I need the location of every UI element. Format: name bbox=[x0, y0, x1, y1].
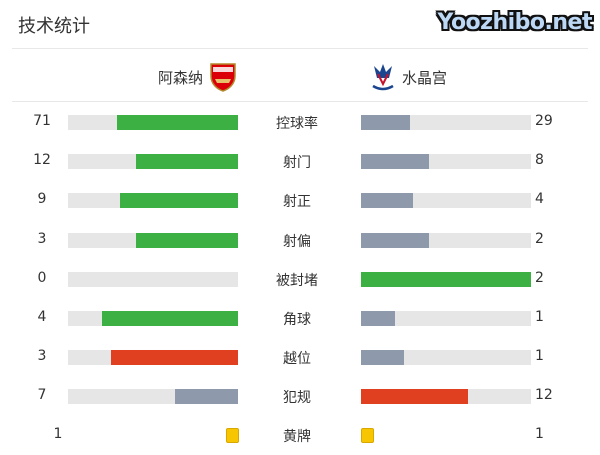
home-bar-track bbox=[68, 115, 238, 130]
away-value: 1 bbox=[535, 426, 544, 442]
home-bar-track bbox=[68, 232, 238, 248]
away-value: 12 bbox=[535, 387, 553, 404]
stat-label: 被封堵 bbox=[276, 272, 318, 289]
stat-row: 0 被封堵 2 bbox=[0, 269, 600, 289]
stat-row: 3 射偏 2 bbox=[0, 230, 600, 250]
stat-label: 角球 bbox=[283, 312, 311, 328]
away-bar-track bbox=[361, 232, 531, 248]
away-bar-fill bbox=[361, 350, 404, 366]
home-bar-track bbox=[68, 350, 238, 366]
stat-label: 黄牌 bbox=[283, 429, 311, 445]
home-value: 4 bbox=[37, 309, 47, 325]
stat-row-yellow-cards: 1 黄牌 1 bbox=[0, 425, 600, 445]
away-value: 1 bbox=[535, 309, 544, 325]
stat-row: 7 犯规 12 bbox=[0, 386, 600, 406]
away-bar-fill bbox=[361, 154, 429, 170]
away-bar-track bbox=[361, 350, 531, 366]
home-bar-track bbox=[68, 154, 238, 170]
away-value: 2 bbox=[535, 269, 544, 286]
away-bar-track bbox=[361, 115, 531, 130]
home-value: 12 bbox=[33, 152, 51, 169]
away-value: 8 bbox=[535, 152, 544, 169]
home-bar-fill bbox=[120, 193, 238, 209]
yellow-card-icon bbox=[361, 428, 374, 443]
away-value: 1 bbox=[535, 348, 544, 365]
stat-label: 越位 bbox=[283, 351, 311, 368]
home-bar-fill bbox=[110, 350, 238, 366]
home-bar-track bbox=[68, 271, 238, 287]
away-bar-fill bbox=[361, 232, 429, 248]
home-bar-fill bbox=[175, 389, 238, 405]
home-bar-fill bbox=[136, 154, 238, 170]
away-bar-fill bbox=[361, 311, 395, 326]
stat-row: 3 越位 1 bbox=[0, 347, 600, 367]
home-bar-track bbox=[68, 193, 238, 209]
home-value: 71 bbox=[33, 113, 51, 129]
home-value: 9 bbox=[37, 191, 47, 208]
away-bar-fill bbox=[361, 389, 469, 405]
yellow-card-icon bbox=[226, 428, 239, 443]
away-bar-track bbox=[361, 154, 531, 170]
home-bar-track bbox=[68, 389, 238, 405]
away-bar-track bbox=[361, 271, 531, 287]
home-bar-fill bbox=[117, 115, 238, 130]
home-value: 7 bbox=[37, 387, 47, 404]
stat-label: 射门 bbox=[283, 155, 311, 172]
home-value: 3 bbox=[37, 348, 47, 365]
stat-label: 射正 bbox=[283, 194, 311, 211]
home-value: 0 bbox=[37, 269, 47, 286]
home-value: 3 bbox=[37, 230, 47, 247]
page-title: 技术统计 bbox=[18, 16, 90, 37]
home-bar-track bbox=[68, 311, 238, 326]
away-bar-track bbox=[361, 311, 531, 326]
away-bar-fill bbox=[361, 115, 411, 130]
away-bar-track bbox=[361, 389, 531, 405]
divider bbox=[12, 48, 588, 49]
home-value: 1 bbox=[53, 426, 63, 442]
stat-row: 4 角球 1 bbox=[0, 308, 600, 328]
watermark: Yoozhibo.net bbox=[437, 10, 593, 35]
stat-label: 射偏 bbox=[283, 233, 311, 250]
stat-row: 71 控球率 29 bbox=[0, 112, 600, 132]
stat-label: 犯规 bbox=[283, 390, 311, 407]
away-team[interactable]: 水晶宫 bbox=[370, 62, 447, 92]
away-value: 4 bbox=[535, 191, 544, 208]
away-bar-track bbox=[361, 193, 531, 209]
stat-row: 12 射门 8 bbox=[0, 151, 600, 171]
home-team-name: 阿森纳 bbox=[158, 68, 204, 87]
away-bar-fill bbox=[361, 271, 531, 287]
home-bar-fill bbox=[136, 232, 238, 248]
crystal-palace-logo-icon bbox=[372, 64, 394, 91]
home-team[interactable]: 阿森纳 bbox=[158, 62, 237, 92]
divider bbox=[12, 101, 588, 102]
home-bar-fill bbox=[102, 311, 238, 326]
away-value: 2 bbox=[535, 230, 544, 247]
stat-row: 9 射正 4 bbox=[0, 190, 600, 210]
away-team-name: 水晶宫 bbox=[402, 68, 448, 87]
away-bar-fill bbox=[361, 193, 414, 209]
away-value: 29 bbox=[535, 113, 553, 129]
arsenal-logo-icon bbox=[210, 63, 236, 92]
stat-label: 控球率 bbox=[276, 116, 318, 132]
